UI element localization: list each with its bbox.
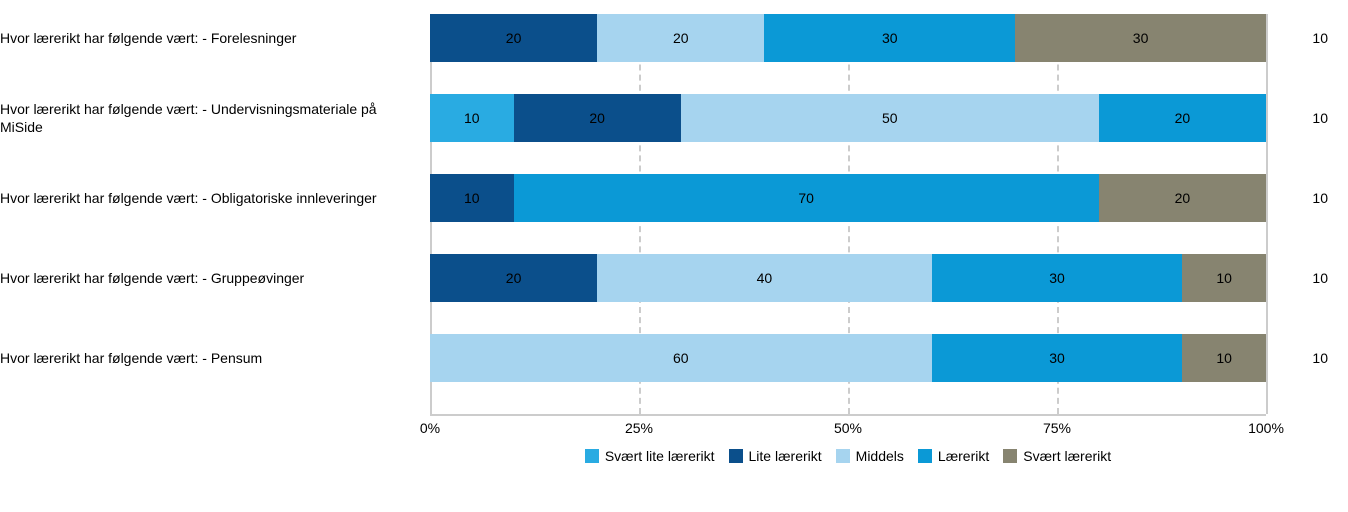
legend-swatch [1003,449,1017,463]
bar-track: 10 20 50 20 [430,94,1266,142]
legend: Svært lite lærerikt Lite lærerikt Middels L… [430,448,1266,464]
legend-label: Lite lærerikt [749,448,822,464]
bar-segment: 20 [1099,94,1266,142]
row-label: Hvor lærerikt har følgende vært: - Grupp… [0,269,430,287]
bar-value-label: 50 [882,110,898,126]
x-axis-line [430,414,1266,416]
legend-item: Svært lærerikt [1003,448,1111,464]
bar-value-label: 20 [506,30,522,46]
bar-segment: 20 [1099,174,1266,222]
bar-value-label: 60 [673,350,689,366]
bar-value-label: 30 [1133,30,1149,46]
bar-value-label: 20 [1175,110,1191,126]
x-tick-label: 25% [625,420,653,436]
row-label: Hvor lærerikt har følgende vært: - Under… [0,100,430,136]
bar-value-label: 40 [757,270,773,286]
bar-segment: 20 [430,254,597,302]
row-right-value: 10 [1266,30,1348,46]
bar-segment: 10 [1182,254,1266,302]
bar-segment: 10 [430,174,514,222]
bar-value-label: 30 [1049,350,1065,366]
bar-segment: 70 [514,174,1099,222]
bar-segment: 20 [514,94,681,142]
row-right-value: 10 [1266,270,1348,286]
bar-track: 10 70 20 [430,174,1266,222]
legend-swatch [918,449,932,463]
bar-track: 20 40 30 10 [430,254,1266,302]
row-right-value: 10 [1266,350,1348,366]
row-right-value: 10 [1266,190,1348,206]
bar-segment: 40 [597,254,931,302]
bar-segment: 20 [597,14,764,62]
bar-value-label: 20 [1175,190,1191,206]
legend-item: Middels [836,448,904,464]
bar-segment: 30 [932,334,1183,382]
legend-swatch [729,449,743,463]
row-right-value: 10 [1266,110,1348,126]
legend-label: Lærerikt [938,448,989,464]
row-label: Hvor lærerikt har følgende vært: - Forel… [0,29,430,47]
chart-row: Hvor lærerikt har følgende vært: - Pensu… [0,334,1348,382]
legend-item: Lite lærerikt [729,448,822,464]
bar-segment: 50 [681,94,1099,142]
bar-value-label: 10 [1216,350,1232,366]
bar-value-label: 10 [464,110,480,126]
bar-value-label: 10 [1216,270,1232,286]
chart-row: Hvor lærerikt har følgende vært: - Oblig… [0,174,1348,222]
legend-item: Lærerikt [918,448,989,464]
chart-row: Hvor lærerikt har følgende vært: - Forel… [0,14,1348,62]
bar-segment: 30 [932,254,1183,302]
bar-value-label: 20 [506,270,522,286]
row-label: Hvor lærerikt har følgende vært: - Oblig… [0,189,430,207]
stacked-bar-chart: Hvor lærerikt har følgende vært: - Forel… [0,0,1348,512]
chart-row: Hvor lærerikt har følgende vært: - Grupp… [0,254,1348,302]
bar-value-label: 30 [1049,270,1065,286]
chart-row: Hvor lærerikt har følgende vært: - Under… [0,94,1348,142]
bar-track: 60 30 10 [430,334,1266,382]
x-axis-labels: 0%25%50%75%100% [430,420,1266,444]
bar-segment: 30 [764,14,1015,62]
legend-label: Middels [856,448,904,464]
x-tick-label: 100% [1248,420,1284,436]
x-tick-label: 50% [834,420,862,436]
legend-swatch [836,449,850,463]
x-tick-label: 75% [1043,420,1071,436]
row-label: Hvor lærerikt har følgende vært: - Pensu… [0,349,430,367]
legend-label: Svært lærerikt [1023,448,1111,464]
x-tick-label: 0% [420,420,440,436]
legend-label: Svært lite lærerikt [605,448,715,464]
bar-value-label: 70 [798,190,814,206]
bar-segment: 10 [1182,334,1266,382]
legend-item: Svært lite lærerikt [585,448,715,464]
bar-segment: 30 [1015,14,1266,62]
bar-segment: 10 [430,94,514,142]
bar-value-label: 10 [464,190,480,206]
bar-segment: 20 [430,14,597,62]
bar-segment: 60 [430,334,932,382]
bar-value-label: 20 [673,30,689,46]
bar-track: 20 20 30 30 [430,14,1266,62]
bar-value-label: 20 [589,110,605,126]
bar-value-label: 30 [882,30,898,46]
legend-swatch [585,449,599,463]
